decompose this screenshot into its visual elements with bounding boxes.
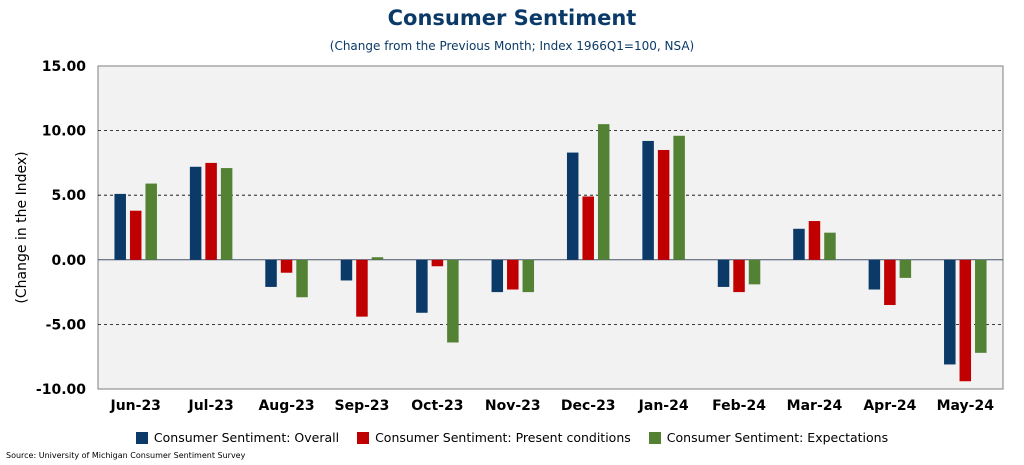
bar-overall-sep-23 — [340, 259, 353, 281]
x-axis-ticks: Jun-23 Jul-23 Aug-23 Sep-23 Oct-23 Nov-23 Dec-… — [109, 398, 994, 414]
x-tick-label: Dec-23 — [561, 398, 616, 414]
legend-label-present: Consumer Sentiment: Present conditions — [375, 430, 631, 445]
bar-overall-aug-23 — [265, 259, 277, 287]
x-tick-label: Apr-24 — [863, 398, 916, 414]
x-tick-label: Jan-24 — [638, 398, 689, 414]
bar-overall-dec-23 — [566, 152, 579, 260]
bar-overall-mar-24 — [793, 228, 805, 260]
bar-expectations-feb-24 — [748, 259, 761, 285]
bar-expectations-mar-24 — [824, 232, 836, 260]
chart-subtitle: (Change from the Previous Month; Index 1… — [329, 39, 695, 53]
bar-overall-jul-23 — [189, 166, 202, 260]
bar-overall-may-24 — [944, 259, 956, 365]
legend-item-expectations: Consumer Sentiment: Expectations — [648, 430, 889, 445]
bar-overall-jun-23 — [114, 193, 126, 260]
y-tick-label: 10.00 — [42, 124, 87, 140]
bar-present-jun-23 — [129, 210, 142, 260]
bar-present-aug-23 — [280, 259, 293, 273]
bar-chart: 15.00 10.00 5.00 0.00 -5.00 -10.00 Jun-23 Jul-… — [14, 59, 1004, 414]
x-tick-label: Oct-23 — [411, 398, 463, 414]
bar-overall-oct-23 — [416, 259, 428, 313]
bar-present-apr-24 — [884, 259, 896, 306]
bar-overall-nov-23 — [491, 259, 504, 293]
bar-expectations-sep-23 — [371, 257, 384, 260]
bar-present-jan-24 — [657, 149, 670, 260]
bar-present-may-24 — [959, 259, 972, 382]
bar-expectations-apr-24 — [899, 259, 912, 278]
gridlines — [98, 130, 1003, 325]
y-tick-label: 15.00 — [42, 59, 87, 75]
x-tick-label: Feb-24 — [712, 398, 766, 414]
bar-expectations-oct-23 — [447, 259, 459, 343]
x-tick-label: May-24 — [937, 398, 995, 414]
x-tick-label: Mar-24 — [787, 398, 843, 414]
bar-present-dec-23 — [582, 196, 594, 260]
bar-expectations-aug-23 — [296, 259, 308, 298]
bar-overall-feb-24 — [717, 259, 730, 287]
x-tick-label: Jun-23 — [109, 398, 160, 414]
bar-series — [114, 124, 987, 382]
chart-title: Consumer Sentiment — [387, 6, 637, 30]
bar-overall-jan-24 — [642, 140, 654, 260]
bar-expectations-dec-23 — [597, 124, 610, 260]
y-axis-ticks: 15.00 10.00 5.00 0.00 -5.00 -10.00 — [36, 59, 86, 398]
bar-expectations-nov-23 — [522, 259, 535, 293]
legend-swatch-expectations — [648, 431, 661, 444]
legend-label-overall: Consumer Sentiment: Overall — [153, 430, 340, 445]
bar-expectations-jan-24 — [673, 135, 685, 260]
source-note: Source: University of Michigan Consumer … — [6, 451, 246, 460]
bar-present-oct-23 — [431, 259, 444, 267]
y-tick-label: -5.00 — [46, 317, 87, 333]
x-tick-label: Nov-23 — [485, 398, 541, 414]
bar-present-sep-23 — [356, 259, 368, 317]
bar-overall-apr-24 — [868, 259, 881, 290]
legend: Consumer Sentiment: Overall Consumer Sen… — [0, 430, 1024, 445]
y-tick-label: -10.00 — [36, 382, 86, 398]
x-tick-label: Jul-23 — [187, 398, 233, 414]
bar-present-mar-24 — [808, 221, 821, 260]
legend-swatch-present — [357, 431, 370, 444]
legend-item-present: Consumer Sentiment: Present conditions — [357, 430, 631, 445]
bar-present-nov-23 — [507, 259, 519, 290]
legend-item-overall: Consumer Sentiment: Overall — [135, 430, 340, 445]
legend-label-expectations: Consumer Sentiment: Expectations — [666, 430, 889, 445]
legend-swatch-overall — [135, 431, 148, 444]
y-tick-label: 0.00 — [51, 253, 86, 269]
bar-expectations-jul-23 — [220, 168, 233, 260]
bar-expectations-may-24 — [975, 259, 987, 353]
bar-present-feb-24 — [733, 259, 745, 293]
y-axis-label: (Change in the Index) — [14, 151, 30, 303]
y-tick-label: 5.00 — [51, 188, 86, 204]
x-tick-label: Sep-23 — [335, 398, 390, 414]
plot-area — [97, 65, 1004, 390]
bar-expectations-jun-23 — [145, 183, 157, 260]
bar-present-jul-23 — [205, 162, 217, 260]
x-tick-label: Aug-23 — [258, 398, 314, 414]
